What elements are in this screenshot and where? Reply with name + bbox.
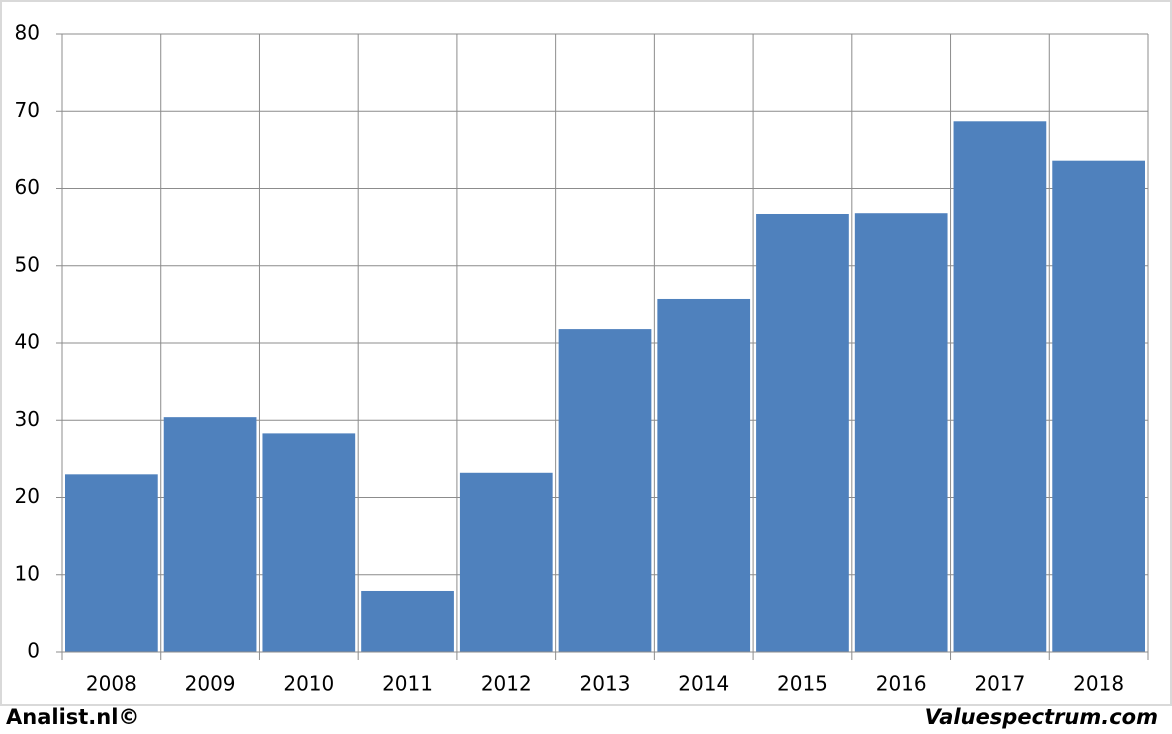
y-tick-label: 20	[15, 484, 40, 508]
x-tick-label: 2013	[580, 672, 631, 696]
y-tick-label: 30	[15, 407, 40, 431]
bar	[756, 213, 849, 652]
bar	[262, 433, 356, 652]
x-tick-label: 2014	[678, 672, 729, 696]
x-tick-label: 2008	[86, 672, 137, 696]
bar	[953, 121, 1047, 653]
x-tick-label: 2015	[777, 672, 828, 696]
y-tick-label: 60	[15, 175, 40, 199]
bar	[558, 329, 652, 652]
x-tick-label: 2012	[481, 672, 532, 696]
bar	[65, 474, 158, 652]
bar	[459, 472, 553, 652]
y-tick-label: 10	[15, 561, 40, 585]
footer-right: Valuespectrum.com	[925, 705, 1158, 729]
bar	[657, 298, 751, 652]
bar	[854, 213, 948, 652]
y-tick-label: 40	[15, 330, 40, 354]
y-tick-label: 0	[27, 639, 40, 663]
bar	[1052, 160, 1145, 652]
bar	[361, 590, 454, 652]
x-tick-label: 2016	[876, 672, 927, 696]
x-tick-label: 2011	[382, 672, 433, 696]
footer-left: Analist.nl©	[6, 705, 139, 729]
x-tick-label: 2018	[1073, 672, 1124, 696]
x-tick-label: 2009	[185, 672, 236, 696]
y-tick-label: 50	[15, 252, 40, 276]
x-tick-label: 2010	[283, 672, 334, 696]
x-tick-label: 2017	[974, 672, 1025, 696]
y-tick-label: 80	[15, 21, 40, 45]
bar	[163, 417, 257, 652]
y-tick-label: 70	[15, 98, 40, 122]
